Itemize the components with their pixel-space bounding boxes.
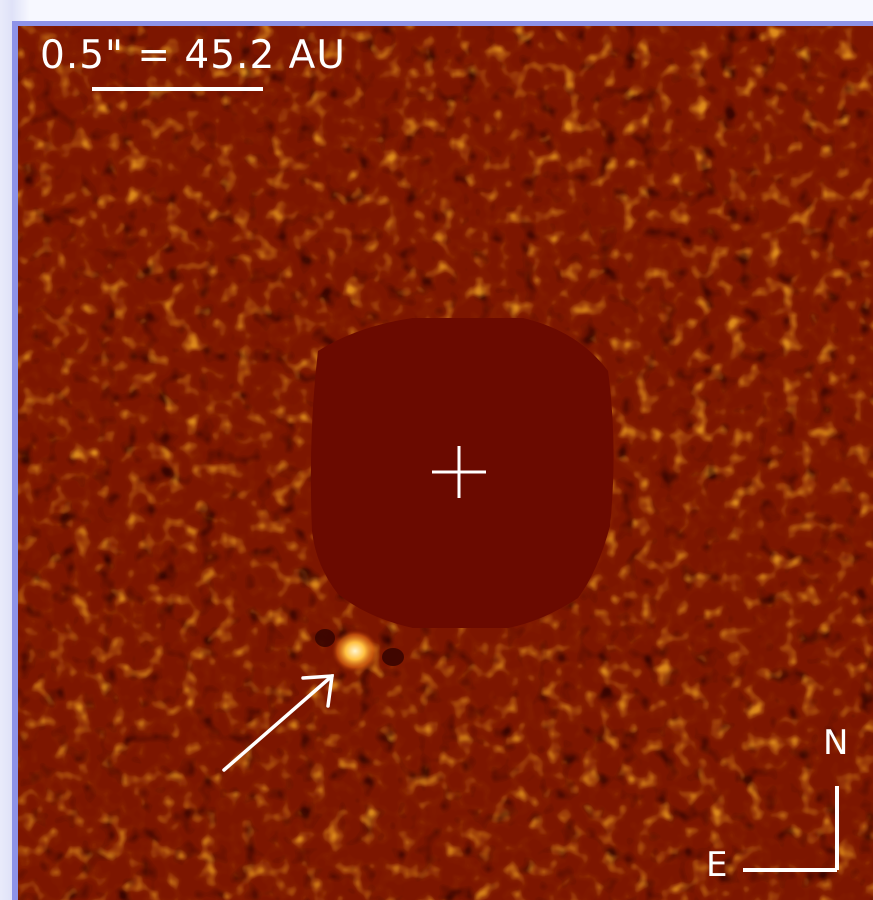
compass-east-label: E [706, 845, 728, 885]
compass-arrows [743, 786, 839, 872]
dark-lobe-right [382, 648, 404, 666]
dark-lobe-left [315, 629, 335, 647]
compass-north-label: N [823, 723, 849, 763]
companion-source [331, 629, 379, 673]
scale-label: 0.5" = 45.2 AU [40, 33, 346, 78]
speckle-noise-image [18, 26, 873, 900]
direct-imaging-panel: 0.5" = 45.2 AU N E [12, 21, 873, 900]
arrow-icon [222, 674, 335, 772]
crosshair-icon [432, 446, 486, 498]
